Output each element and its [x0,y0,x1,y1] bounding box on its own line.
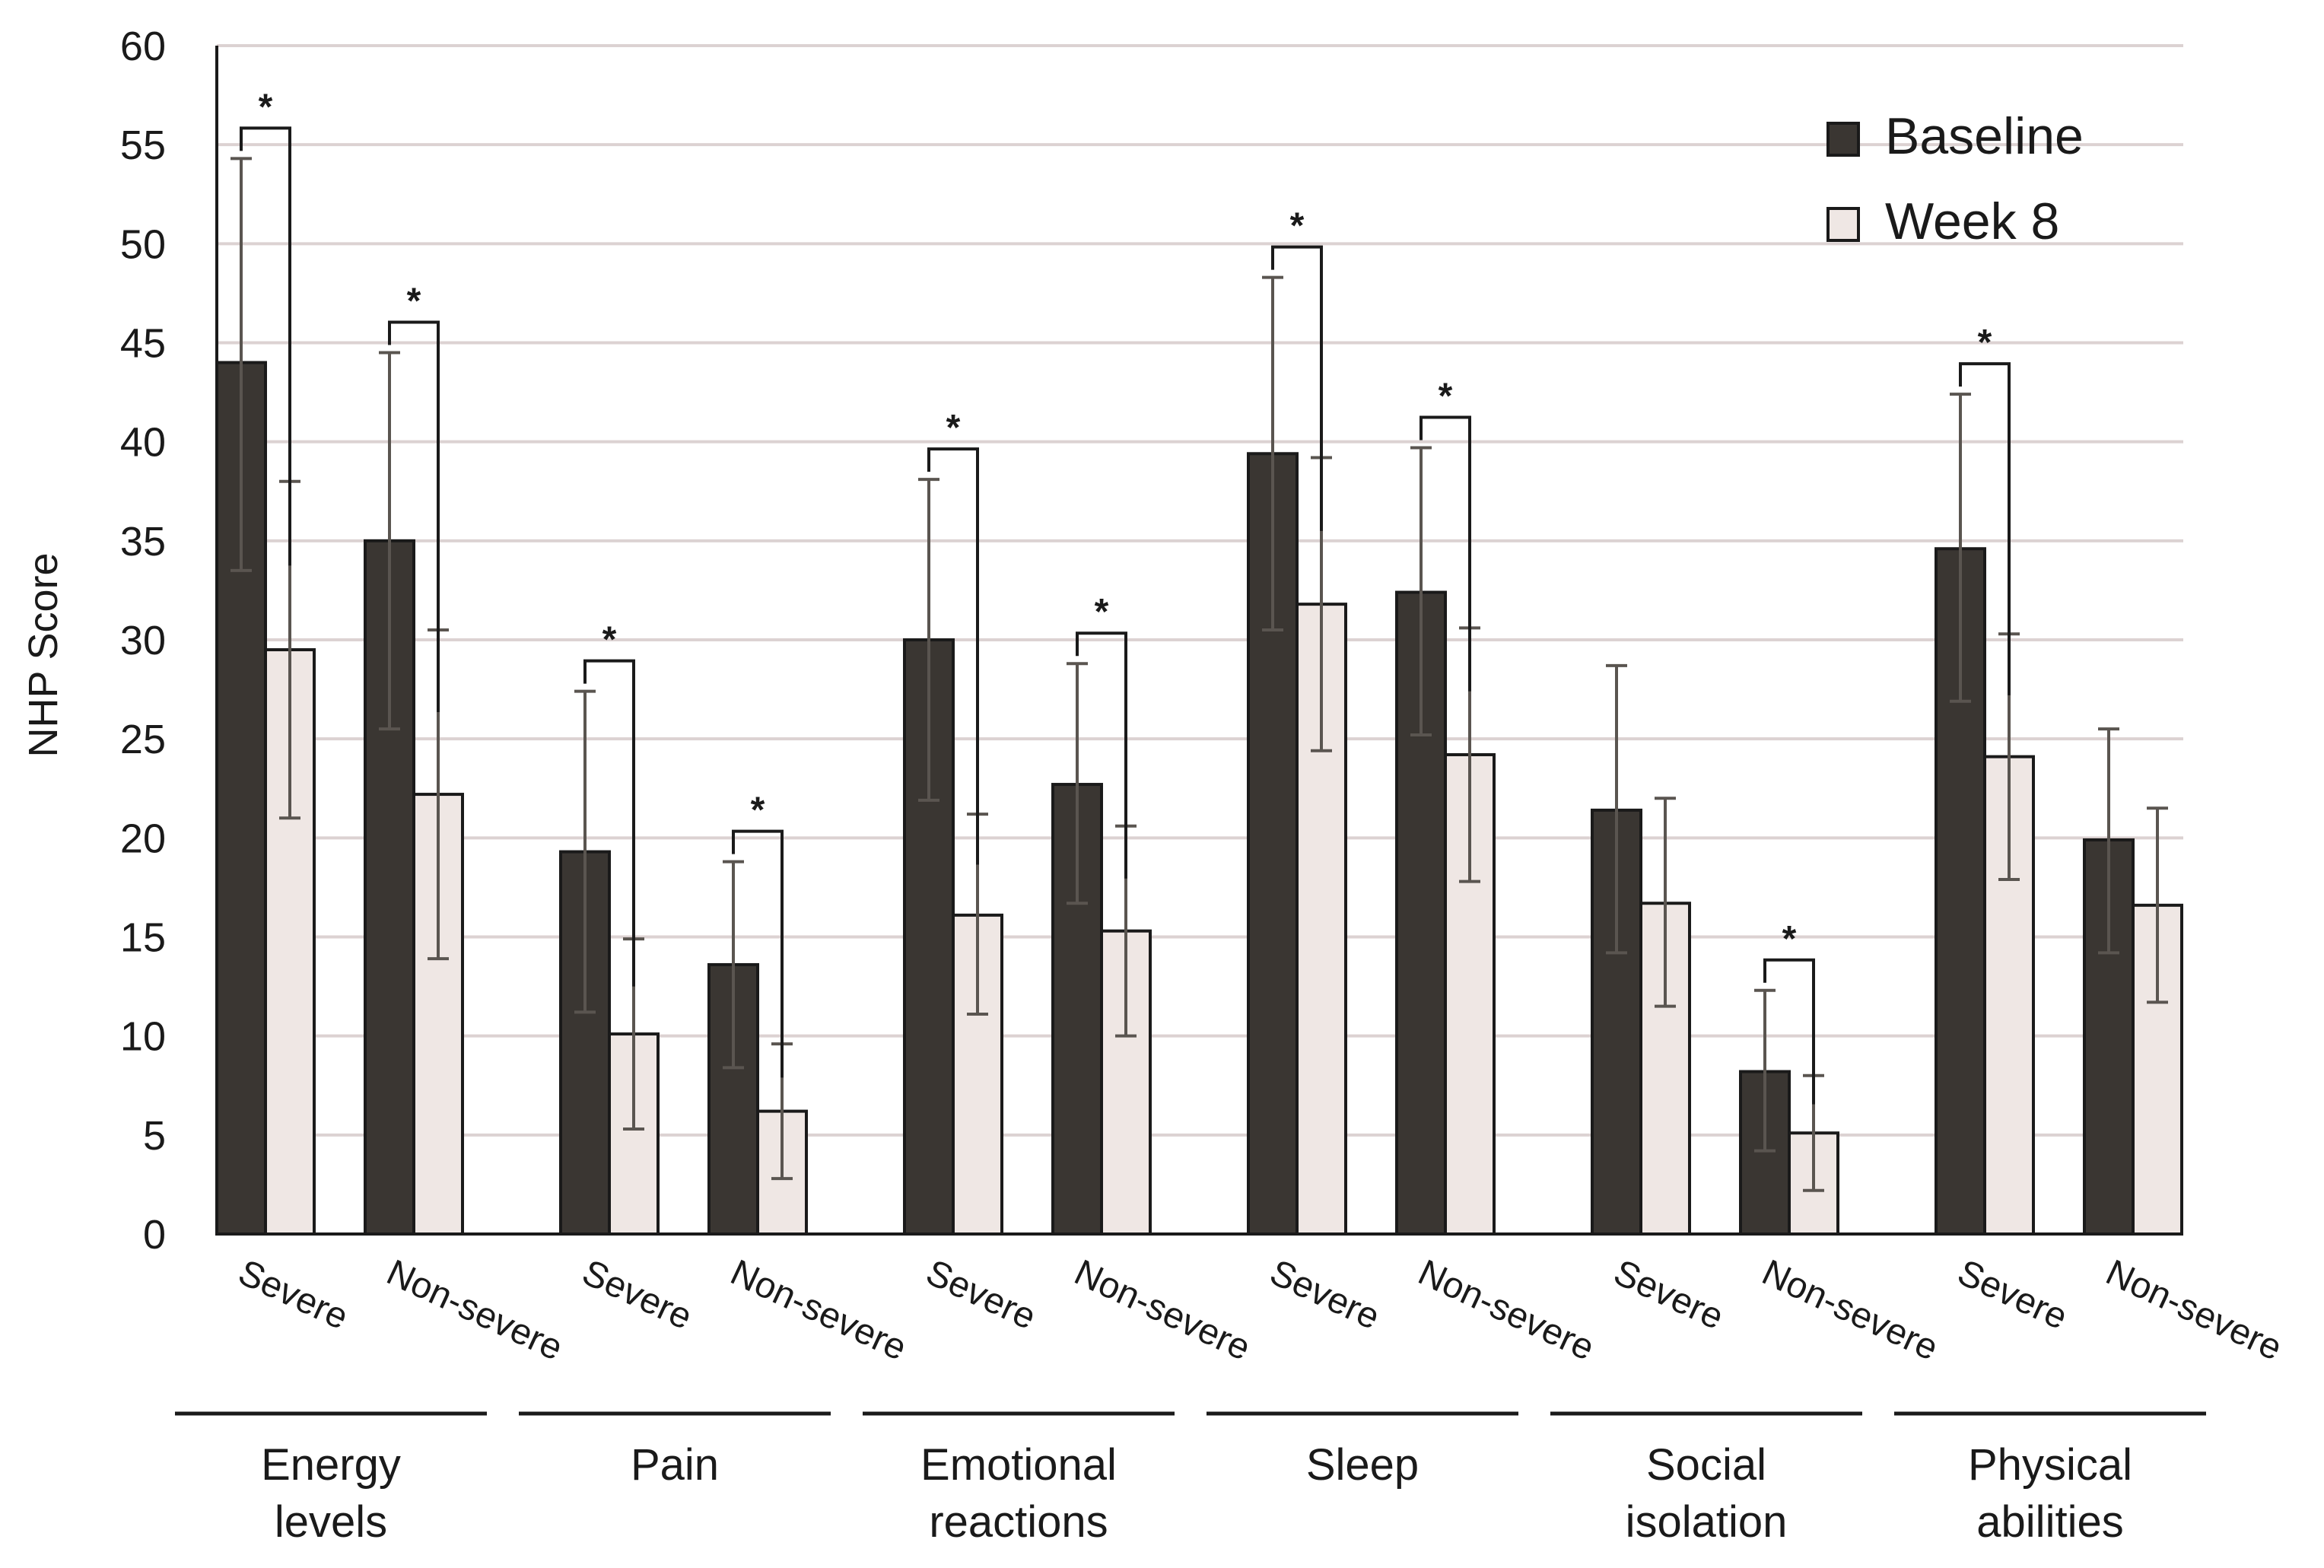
group-label: abilities [1976,1497,2123,1547]
significance-star: * [1095,592,1109,632]
group-label: Pain [631,1440,719,1490]
y-axis-title: NHP Score [21,552,66,757]
group-label: levels [275,1497,387,1547]
bars [215,361,2183,1236]
significance-bracket [1959,362,2011,695]
significance-bracket [388,320,440,713]
y-tick-label: 40 [120,420,166,466]
category-label: Non-severe [380,1252,568,1369]
group-label: Emotional [920,1440,1117,1490]
y-tick-label: 35 [120,519,166,565]
group-label: Sleep [1306,1440,1419,1490]
significance-brackets: * * * * * * * * * * [240,87,2011,1105]
group-label: Energy [261,1440,401,1490]
y-tick-label: 60 [120,24,166,69]
significance-bracket [732,829,784,1078]
significance-star: * [407,281,421,322]
category-label: Severe [1607,1252,1729,1337]
y-tick-label: 45 [120,321,166,367]
legend-swatch-week8 [1826,207,1860,242]
legend-swatch-baseline [1826,122,1860,157]
y-tick-label: 15 [120,915,166,961]
y-tick-label: 50 [120,221,166,267]
y-tick-label: 55 [120,122,166,168]
legend-label-week8: Week 8 [1885,192,2059,250]
significance-star: * [1290,206,1305,246]
category-label: Non-severe [1756,1252,1944,1369]
category-label: Non-severe [1068,1252,1256,1369]
category-label: Non-severe [724,1252,912,1369]
significance-star: * [1439,376,1453,416]
significance-bracket [1420,415,1471,692]
legend-label-baseline: Baseline [1885,107,2084,165]
y-tick-label: 0 [143,1212,166,1258]
group-label: Physical [1968,1440,2132,1490]
category-label: Severe [920,1252,1041,1337]
category-label: Severe [1264,1252,1385,1337]
y-tick-label: 10 [120,1014,166,1060]
gridlines [217,44,2183,1137]
significance-star: * [259,87,273,127]
significance-star: * [1978,323,1992,363]
category-label: Non-severe [1412,1252,1600,1369]
category-label: Severe [232,1252,354,1337]
group-label: reactions [929,1497,1108,1547]
category-label: Non-severe [2100,1252,2287,1369]
y-tick-label: 25 [120,717,166,762]
axes: 0 5 10 15 20 25 30 35 40 45 50 55 60 NHP Score [21,24,2183,1258]
group-label: Social [1646,1440,1766,1490]
y-tick-label: 5 [143,1113,166,1159]
legend: Baseline Week 8 [1826,107,2084,250]
category-label: Severe [576,1252,698,1337]
significance-star: * [1782,919,1797,959]
y-tick-label: 30 [120,618,166,663]
significance-bracket [1076,631,1127,879]
significance-bracket [1763,958,1815,1105]
group-label: isolation [1626,1497,1788,1547]
significance-bracket [1271,245,1323,531]
significance-star: * [602,620,617,660]
category-label: Severe [1951,1252,2073,1337]
y-tick-label: 20 [120,816,166,861]
error-bars [230,157,2168,1192]
significance-bracket [927,447,979,865]
significance-bracket [240,126,291,566]
significance-star: * [946,408,961,448]
significance-star: * [751,790,765,831]
significance-bracket [583,659,635,987]
